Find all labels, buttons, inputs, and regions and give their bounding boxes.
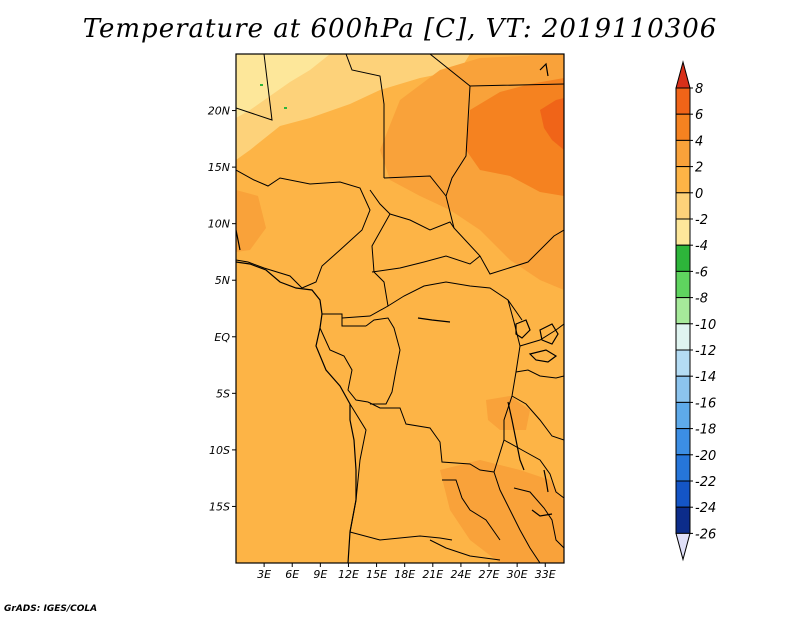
colorbar-level-label: 0	[695, 187, 703, 202]
colorbar-segment	[675, 87, 691, 115]
colorbar-level-label: -4	[695, 239, 708, 254]
colorbar-level-label: -26	[695, 527, 716, 542]
colorbar-segment	[675, 192, 691, 220]
colorbar-level-label: 2	[695, 161, 703, 176]
colorbar-segment	[675, 506, 691, 534]
lon-tick-label: 9E	[313, 568, 327, 581]
lakes	[236, 62, 559, 517]
colorbar-segment	[675, 166, 691, 194]
colorbar-segment	[675, 244, 691, 272]
lon-tick-label: 15E	[366, 568, 387, 581]
lat-tick-label: EQ	[214, 331, 230, 344]
colorbar: 8 6 4 2 0 -2 -4 -6 -8 -10 -12 -14 -16 -18 -20 -22 -24 -26	[675, 60, 716, 562]
country-borders	[236, 54, 564, 563]
lon-tick-label: 33E	[535, 568, 556, 581]
colorbar-segment	[675, 218, 691, 246]
lat-tick-label: 5S	[216, 387, 230, 400]
colorbar-segment	[675, 323, 691, 351]
colorbar-segment	[675, 428, 691, 456]
map-frame	[235, 53, 565, 564]
colorbar-segment	[675, 375, 691, 403]
colorbar-level-label: -18	[695, 423, 716, 438]
colorbar-level-label: 4	[695, 134, 703, 149]
lon-tick-label: 6E	[285, 568, 299, 581]
chart-title: Temperature at 600hPa [C], VT: 201911030…	[82, 14, 718, 44]
colorbar-level-label: -20	[695, 449, 716, 464]
temperature-band-4-6	[466, 78, 564, 196]
lon-tick-label: 12E	[338, 568, 359, 581]
temperature-band-6-8	[540, 98, 564, 150]
colorbar-segment	[675, 139, 691, 168]
colorbar-segment	[675, 270, 691, 299]
colorbar-level-label: -2	[695, 213, 708, 228]
colorbar-level-label: 6	[695, 108, 703, 123]
colorbar-segment	[675, 113, 691, 141]
coastline	[236, 261, 357, 563]
lat-tick-label: 5N	[215, 274, 230, 287]
colorbar-upper-arrow	[675, 60, 691, 89]
lat-tick-label: 10N	[208, 218, 230, 231]
colorbar-level-label: -12	[695, 344, 716, 359]
lat-tick-label: 15S	[209, 500, 230, 513]
colorbar-segment	[675, 480, 691, 508]
temperature-band-minus2-0	[236, 54, 470, 160]
colorbar-segment	[675, 401, 691, 430]
colorbar-level-label: -8	[695, 292, 708, 307]
colorbar-level-label: -24	[695, 501, 716, 516]
colorbar-segment	[675, 297, 691, 325]
lat-tick-label: 20N	[208, 105, 230, 118]
lon-tick-label: 24E	[450, 568, 471, 581]
lon-tick-label: 30E	[507, 568, 528, 581]
colorbar-segment	[675, 454, 691, 482]
lon-tick-label: 18E	[394, 568, 415, 581]
colorbar-level-label: 8	[695, 82, 703, 97]
lat-tick-label: 15N	[208, 161, 230, 174]
lon-tick-label: 3E	[257, 568, 271, 581]
colorbar-level-label: -10	[695, 318, 716, 333]
colorbar-level-label: -16	[695, 396, 716, 411]
colorbar-level-label: -14	[695, 370, 716, 385]
colorbar-segment	[675, 349, 691, 377]
temperature-band-2-4-east-congo	[486, 396, 530, 430]
temperature-band-2-4-west	[236, 190, 266, 252]
lon-tick-label: 27E	[479, 568, 500, 581]
colorbar-level-label: -22	[695, 475, 716, 490]
grads-credit: GrADS: IGES/COLA	[4, 604, 98, 614]
colorbar-lower-arrow	[675, 532, 691, 562]
colorbar-level-label: -6	[695, 265, 708, 280]
temperature-band-minus4-minus2	[236, 54, 330, 118]
lon-tick-label: 21E	[422, 568, 443, 581]
temperature-band-2-4-south	[440, 460, 564, 563]
lat-tick-label: 10S	[209, 444, 230, 457]
longitude-ticks: 3E 6E 9E 12E 15E 18E 21E 24E 27E 30E 33E	[257, 563, 556, 581]
green-dots	[260, 84, 287, 109]
latitude-ticks: 20N 15N 10N 5N EQ 5S 10S 15S	[208, 105, 236, 513]
